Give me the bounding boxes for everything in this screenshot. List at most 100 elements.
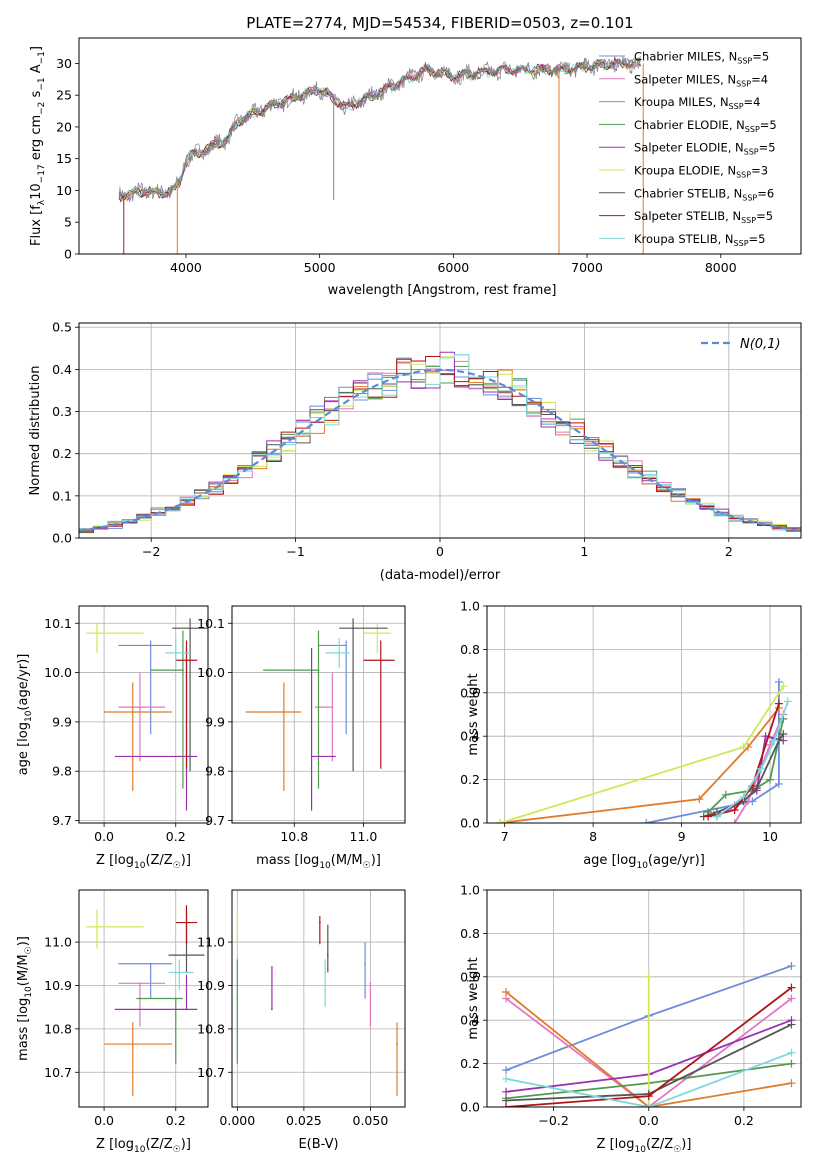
y-axis-label-part: −1 (37, 77, 47, 90)
y-tick-label: 25 (56, 88, 72, 103)
x-axis-label: Z [log10(Z/Z☉)] (96, 853, 191, 871)
mass-weight-marker (787, 1020, 796, 1029)
data-point (352, 627, 354, 630)
mass-weight-marker (730, 819, 739, 823)
mass-vs-metallicity-panel: 0.0 0.210.710.810.911.0Z [log10(Z/Z☉)]mas… (16, 889, 209, 1155)
legend-sub: SSP (745, 125, 760, 134)
mass-weight-marker (787, 1079, 796, 1088)
x-tick-label: 0.2 (166, 1113, 186, 1128)
x-axis-label-part: ☉ (173, 1145, 181, 1155)
legend-count: =4 (751, 72, 768, 86)
x-axis-label-part: 10 (134, 1145, 146, 1155)
y-tick-label: 10.1 (197, 616, 225, 631)
y-axis-label: age [log10(age/yr)] (16, 654, 34, 776)
mass-weight-marker (502, 1103, 511, 1107)
data-point (236, 997, 239, 1000)
x-tick-label: 6000 (437, 260, 469, 275)
legend-sub: SSP (741, 216, 756, 225)
x-axis-label: Z [log10(Z/Z☉)] (597, 1137, 692, 1155)
mass-weight-marker (770, 736, 779, 745)
mass-weight-marker (774, 699, 783, 708)
x-axis-label-part: ☉ (673, 1145, 681, 1155)
x-tick-label: 0 (436, 544, 444, 559)
x-axis-label-part: mass [log (256, 853, 319, 868)
x-axis-label: Z [log10(Z/Z☉)] (96, 1137, 191, 1155)
y-axis-label-part: ] (29, 46, 44, 51)
mass-weight-marker (704, 812, 713, 821)
x-axis-label-part: (Z/Z (145, 853, 172, 868)
x-tick-label: 7000 (571, 260, 603, 275)
x-axis-label: wavelength [Angstrom, rest frame] (328, 283, 557, 298)
plot-area (236, 909, 398, 1097)
y-axis-label-part: erg cm (29, 115, 44, 164)
legend-count: =5 (752, 50, 769, 64)
legend-entry: N(0,1) (740, 337, 781, 352)
mass-weight-marker (774, 677, 783, 686)
y-tick-label: 10.7 (44, 1065, 72, 1080)
legend-sub: SSP (744, 148, 759, 157)
x-tick-label: 0.000 (219, 1113, 255, 1128)
data-point (345, 644, 348, 647)
data-point (131, 1043, 134, 1045)
data-point (149, 644, 152, 647)
y-tick-label: 9.7 (52, 813, 72, 828)
y-axis-label-part: −2 (37, 102, 47, 115)
axes-frame (486, 605, 802, 824)
mass-weight-marker (712, 812, 721, 821)
y-tick-label: 9.9 (52, 714, 72, 729)
y-axis-label: mass weight (466, 673, 481, 755)
axes-frame (486, 889, 802, 1108)
mass-weight-line (646, 681, 780, 823)
y-axis-label-group: mass [log10(M/M☉)] (16, 936, 34, 1061)
y-tick-label: 9.8 (205, 764, 225, 779)
x-tick-label: 10 (762, 829, 778, 844)
data-point (376, 632, 379, 635)
y-axis-label-part: Flux [f (29, 205, 44, 246)
legend-sub: SSP (729, 102, 744, 111)
y-tick-label: 1.0 (460, 599, 480, 614)
y-tick-label: 9.8 (52, 764, 72, 779)
y-tick-label: 0.0 (460, 1100, 480, 1115)
y-tick-label: 10 (56, 183, 72, 198)
legend-entry: Salpeter ELODIE, NSSP=5 (634, 141, 776, 157)
y-tick-label: 0.4 (460, 729, 480, 744)
data-point (139, 982, 141, 985)
data-point (182, 669, 184, 672)
y-tick-label: 0.3 (52, 404, 72, 419)
y-tick-label: 11.0 (44, 935, 72, 950)
legend-sub: SSP (736, 79, 751, 88)
data-point (185, 1008, 188, 1011)
legend-text: Chabrier ELODIE, N (634, 118, 745, 132)
y-tick-label: 10.8 (44, 1021, 72, 1036)
y-tick-label: 0.5 (52, 320, 72, 335)
mass-weight-marker (502, 987, 511, 996)
mass-weight-line (505, 1051, 792, 1107)
axes-frame (78, 322, 802, 539)
y-axis-label-part: −17 (37, 164, 47, 183)
y-tick-label: 15 (56, 151, 72, 166)
y-axis-label-part: mass [log (16, 998, 31, 1061)
mass-weight-marker (779, 730, 788, 739)
x-tick-label: 10.8 (280, 829, 308, 844)
spectrum-panel: 4000 5000 6000 7000 8000 0 5 10 15 20 25 30 waveleng… (29, 37, 802, 298)
y-tick-label: 0.2 (460, 1056, 480, 1071)
x-tick-label: −1 (286, 544, 304, 559)
x-axis-label-part: ☉ (363, 861, 371, 871)
age-vs-mass-panel: 10.8 11.0 9.7 9.8 9.9 10.0 10.1 mass [log10(M/M… (197, 605, 406, 871)
normal-reference-curve (79, 368, 801, 532)
y-tick-label: 0.8 (460, 926, 480, 941)
y-axis-label-part: 10 (24, 986, 34, 998)
y-axis-label-part: λ (37, 199, 47, 205)
legend-sub: SSP (734, 239, 749, 248)
residuals-panel: −2 −1 0 1 2 0.0 0.1 0.2 0.3 0.4 0.5 N(0,1) (data-mod… (28, 320, 802, 583)
data-point (189, 627, 191, 630)
mass-weight-marker (642, 819, 651, 823)
x-axis-label-part: 10 (319, 861, 331, 871)
y-axis-label: mass [log10(M/M☉)] (16, 936, 34, 1061)
data-point (96, 632, 98, 635)
plot-area (496, 677, 792, 823)
y-axis-label-part: 10 (24, 710, 34, 722)
data-point (185, 954, 188, 956)
mass-weight-marker (695, 795, 704, 804)
mass-weight-marker (779, 682, 788, 691)
